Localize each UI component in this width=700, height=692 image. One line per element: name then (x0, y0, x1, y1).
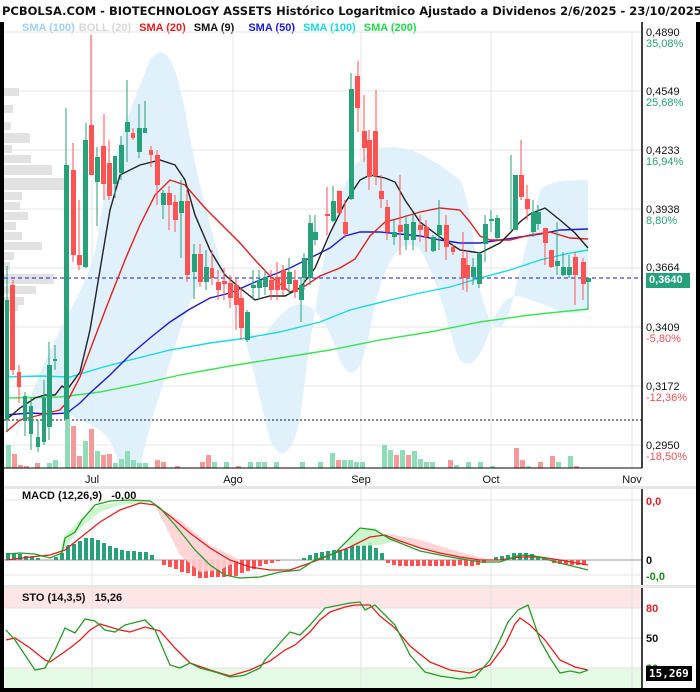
svg-text:16,94%: 16,94% (646, 156, 684, 168)
price-axis: 0,4890 35,08% 0,4549 25,68% 0,4233 16,94… (646, 27, 687, 463)
svg-text:0,3172: 0,3172 (646, 381, 680, 393)
candlesticks (5, 35, 591, 452)
svg-text:Oct: Oct (482, 474, 499, 486)
svg-text:8,80%: 8,80% (646, 215, 677, 227)
svg-text:-12,36%: -12,36% (646, 392, 687, 404)
sto-d-line (5, 604, 589, 677)
legend-sma200: SMA (200) (363, 22, 417, 34)
svg-text:Jul: Jul (85, 474, 99, 486)
svg-text:Nov: Nov (622, 474, 642, 486)
bollinger-band (10, 52, 588, 468)
sto-pane (4, 588, 643, 688)
legend-sma50: SMA (50) (248, 22, 295, 34)
svg-text:0,2950: 0,2950 (646, 440, 680, 452)
last-price-label: 0,3640 (646, 273, 690, 288)
svg-text:80: 80 (646, 603, 658, 615)
macd-signal-line (5, 502, 589, 571)
macd-value: -0,00 (111, 490, 137, 502)
macd-histogram (6, 538, 586, 578)
time-axis: Jul Ago Sep Oct Nov (85, 474, 642, 486)
chart-title: PCBOLSA.COM - BIOTECHNOLOGY ASSETS Histó… (0, 0, 700, 22)
svg-text:0,4890: 0,4890 (646, 27, 680, 39)
legend-boll20: BOLL (20) (78, 22, 132, 34)
legend-sma100: SMA (100) (303, 22, 356, 34)
time-axis-bg (4, 469, 696, 487)
sma20-line (5, 179, 589, 433)
legend: SMA (100) BOLL (20) SMA (20) SMA (9) SMA (50… (22, 22, 425, 34)
sma100-line (5, 249, 589, 378)
macd-label: MACD (12,26,9) (22, 490, 103, 502)
legend-sma20: SMA (20) (139, 22, 186, 34)
svg-text:35,08%: 35,08% (646, 38, 684, 50)
sto-value: 15,26 (94, 592, 123, 604)
svg-text:0,4233: 0,4233 (646, 145, 680, 157)
macd-title: MACD (12,26,9) -0,00 (22, 490, 136, 502)
legend-sma9: SMA (9) (193, 22, 235, 34)
macd-axis: 0,0 0 -0,0 (646, 496, 665, 583)
sma200-line (5, 308, 589, 399)
svg-text:25,68%: 25,68% (646, 97, 684, 109)
volume-bars (6, 400, 579, 468)
sto-k-line (5, 601, 589, 680)
macd-pane (4, 489, 643, 585)
sto-last-label: 15,269 (646, 666, 692, 681)
sto-label: STO (14,3,5) (22, 592, 86, 604)
svg-text:-5,80%: -5,80% (646, 333, 681, 345)
svg-text:0,3664: 0,3664 (646, 262, 680, 274)
macd-line (5, 499, 589, 579)
svg-text:Ago: Ago (223, 474, 243, 486)
svg-text:0: 0 (646, 555, 652, 567)
svg-text:-18,50%: -18,50% (646, 451, 687, 463)
svg-text:0,3938: 0,3938 (646, 204, 680, 216)
svg-text:-0,0: -0,0 (646, 571, 665, 583)
sto-axis: 80 50 20 (646, 603, 658, 675)
svg-text:0,0: 0,0 (646, 496, 661, 508)
main-pane (4, 22, 643, 469)
svg-text:0,4549: 0,4549 (646, 86, 680, 98)
svg-text:0,3409: 0,3409 (646, 322, 680, 334)
sto-title: STO (14,3,5) 15,26 (22, 592, 122, 604)
svg-text:50: 50 (646, 633, 658, 645)
legend-sma100-boll: SMA (100) (22, 22, 75, 34)
svg-text:Sep: Sep (351, 474, 371, 486)
